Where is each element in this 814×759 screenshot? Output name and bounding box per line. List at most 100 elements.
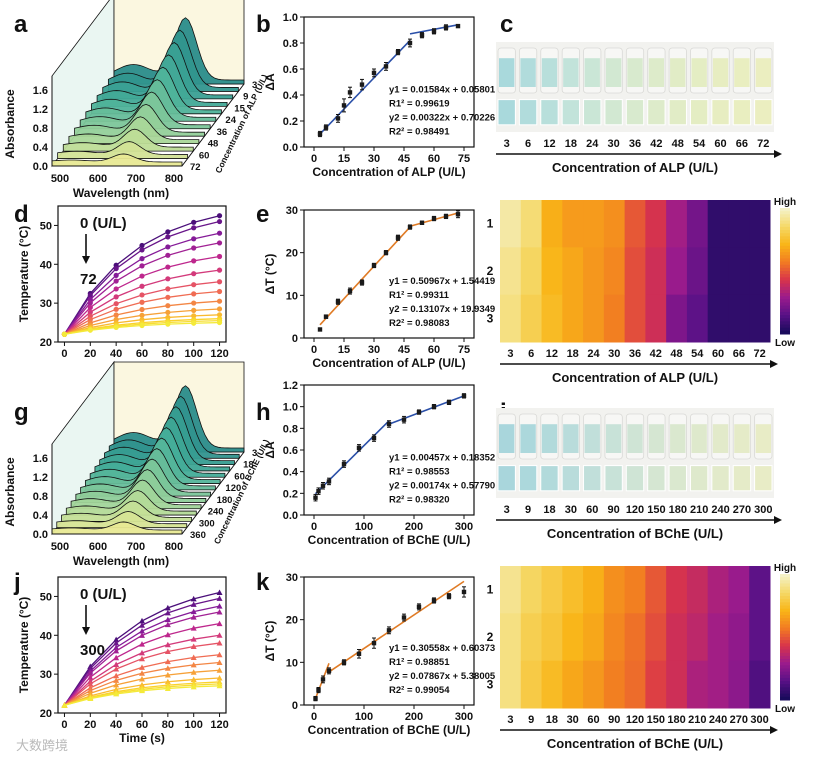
- colorbar-segment: [780, 668, 790, 673]
- colorbar-segment: [780, 602, 790, 606]
- y-axis-label: ΔT (°C): [263, 621, 277, 662]
- x-axis-label: Concentration of BChE (U/L): [308, 533, 471, 547]
- heatmap-cell: [686, 660, 709, 709]
- y-tick-label: 0: [292, 333, 298, 345]
- color-swatch: [711, 99, 730, 126]
- heatmap-cell: [500, 247, 522, 296]
- heatmap-cell: [541, 294, 563, 343]
- heatmap-cell: [562, 247, 584, 296]
- data-point: [371, 263, 377, 268]
- category-label: 3: [507, 714, 513, 726]
- cuvette-solution: [691, 58, 707, 87]
- x-tick-label: 75: [458, 344, 470, 356]
- series-point: [164, 672, 171, 678]
- y-tick-label: 50: [40, 591, 52, 603]
- fit-line: [314, 420, 390, 495]
- color-swatch: [561, 465, 581, 492]
- heatmap-cell: [562, 660, 584, 709]
- y-tick-label: 1.2: [33, 104, 48, 116]
- data-point: [446, 594, 452, 599]
- data-point: [317, 131, 323, 137]
- series-point: [139, 292, 145, 298]
- colorbar-segment: [780, 239, 790, 244]
- spectrum-curve: [56, 511, 188, 529]
- x-tick-label: 60: [428, 153, 440, 165]
- colorbar-segment: [780, 321, 790, 326]
- series-point: [190, 614, 197, 620]
- color-swatch: [625, 99, 645, 126]
- x-tick-label: 80: [162, 719, 174, 731]
- category-label: 72: [753, 348, 765, 360]
- x-tick-label: 100: [355, 711, 373, 723]
- cuvette-solution: [712, 424, 729, 453]
- x-tick-label: 100: [355, 521, 373, 533]
- series-point: [216, 640, 223, 646]
- series-point: [113, 639, 120, 646]
- color-swatch: [647, 99, 666, 126]
- colorbar-segment: [780, 248, 790, 253]
- series-point: [113, 286, 119, 292]
- y-tick-label: 10: [286, 290, 298, 302]
- series-point: [191, 320, 197, 326]
- fit-equation: y1 = 0.50967x + 1.54419: [389, 276, 495, 287]
- x-tick-label: 100: [185, 719, 203, 731]
- colorbar-segment: [780, 665, 790, 669]
- series-point: [191, 219, 197, 225]
- fit-equation: R2² = 0.99054: [389, 685, 450, 696]
- heatmap-cell: [624, 200, 646, 248]
- series-point: [113, 647, 120, 654]
- x-tick-label: 120: [210, 719, 228, 731]
- category-label: 60: [712, 348, 724, 360]
- row-label: 2: [487, 630, 494, 644]
- row-label: 1: [487, 217, 494, 231]
- series-point: [190, 601, 197, 607]
- series-point: [113, 677, 120, 683]
- category-label: 240: [709, 714, 727, 726]
- x-tick-label: 500: [51, 173, 69, 185]
- y-tick-label: 1.6: [33, 453, 48, 465]
- color-swatch: [689, 99, 709, 126]
- colorbar-segment: [780, 311, 790, 316]
- heatmap-cell: [728, 566, 750, 614]
- category-label: 3: [504, 504, 510, 516]
- axes-j: 0 20 40 60 80 100 120 20 30 40 50 Time (s) Temperatu…: [17, 576, 229, 745]
- series-point: [190, 676, 197, 683]
- heatmap-cell: [666, 247, 688, 296]
- heatmap-cell: [603, 247, 626, 296]
- legend-low: Low: [775, 704, 795, 715]
- heatmap-cell: [520, 660, 543, 709]
- fit-equation: y1 = 0.00457x + 0.18352: [389, 452, 495, 463]
- fit-equation: R2² = 0.98320: [389, 494, 449, 505]
- y-axis-label: Temperature (°C): [17, 226, 31, 323]
- heatmap-cell: [520, 566, 543, 614]
- series-point: [191, 300, 197, 306]
- colorbar-segment: [780, 596, 790, 600]
- data-point: [323, 314, 329, 319]
- fit-equation: y1 = 0.30558x + 0.60373: [389, 643, 495, 654]
- heatmap-cell: [749, 294, 771, 343]
- category-label: 48: [670, 348, 682, 360]
- colorbar-segment: [780, 608, 790, 613]
- data-point: [446, 400, 452, 405]
- series-point: [87, 300, 93, 306]
- axes-frame: [303, 576, 475, 706]
- category-label: 48: [672, 138, 684, 150]
- data-point: [431, 598, 437, 603]
- heatmap-cell: [562, 566, 584, 614]
- series-point: [139, 649, 145, 656]
- heatmap-cell: [645, 294, 667, 343]
- colorbar-segment: [780, 662, 790, 666]
- y-tick-label: 0.2: [283, 488, 298, 500]
- heatmap-cell: [749, 566, 771, 614]
- heatmap-cell: [500, 294, 522, 343]
- colorbar-segment: [780, 255, 790, 259]
- heatmap-cell: [520, 200, 543, 248]
- series-point: [190, 595, 197, 602]
- category-label: 18: [546, 714, 558, 726]
- series-point: [191, 271, 197, 277]
- category-label: 12: [546, 348, 558, 360]
- category-label: 90: [607, 504, 619, 516]
- series-point: [165, 264, 171, 270]
- category-label: 18: [567, 348, 579, 360]
- series-point: [216, 279, 223, 285]
